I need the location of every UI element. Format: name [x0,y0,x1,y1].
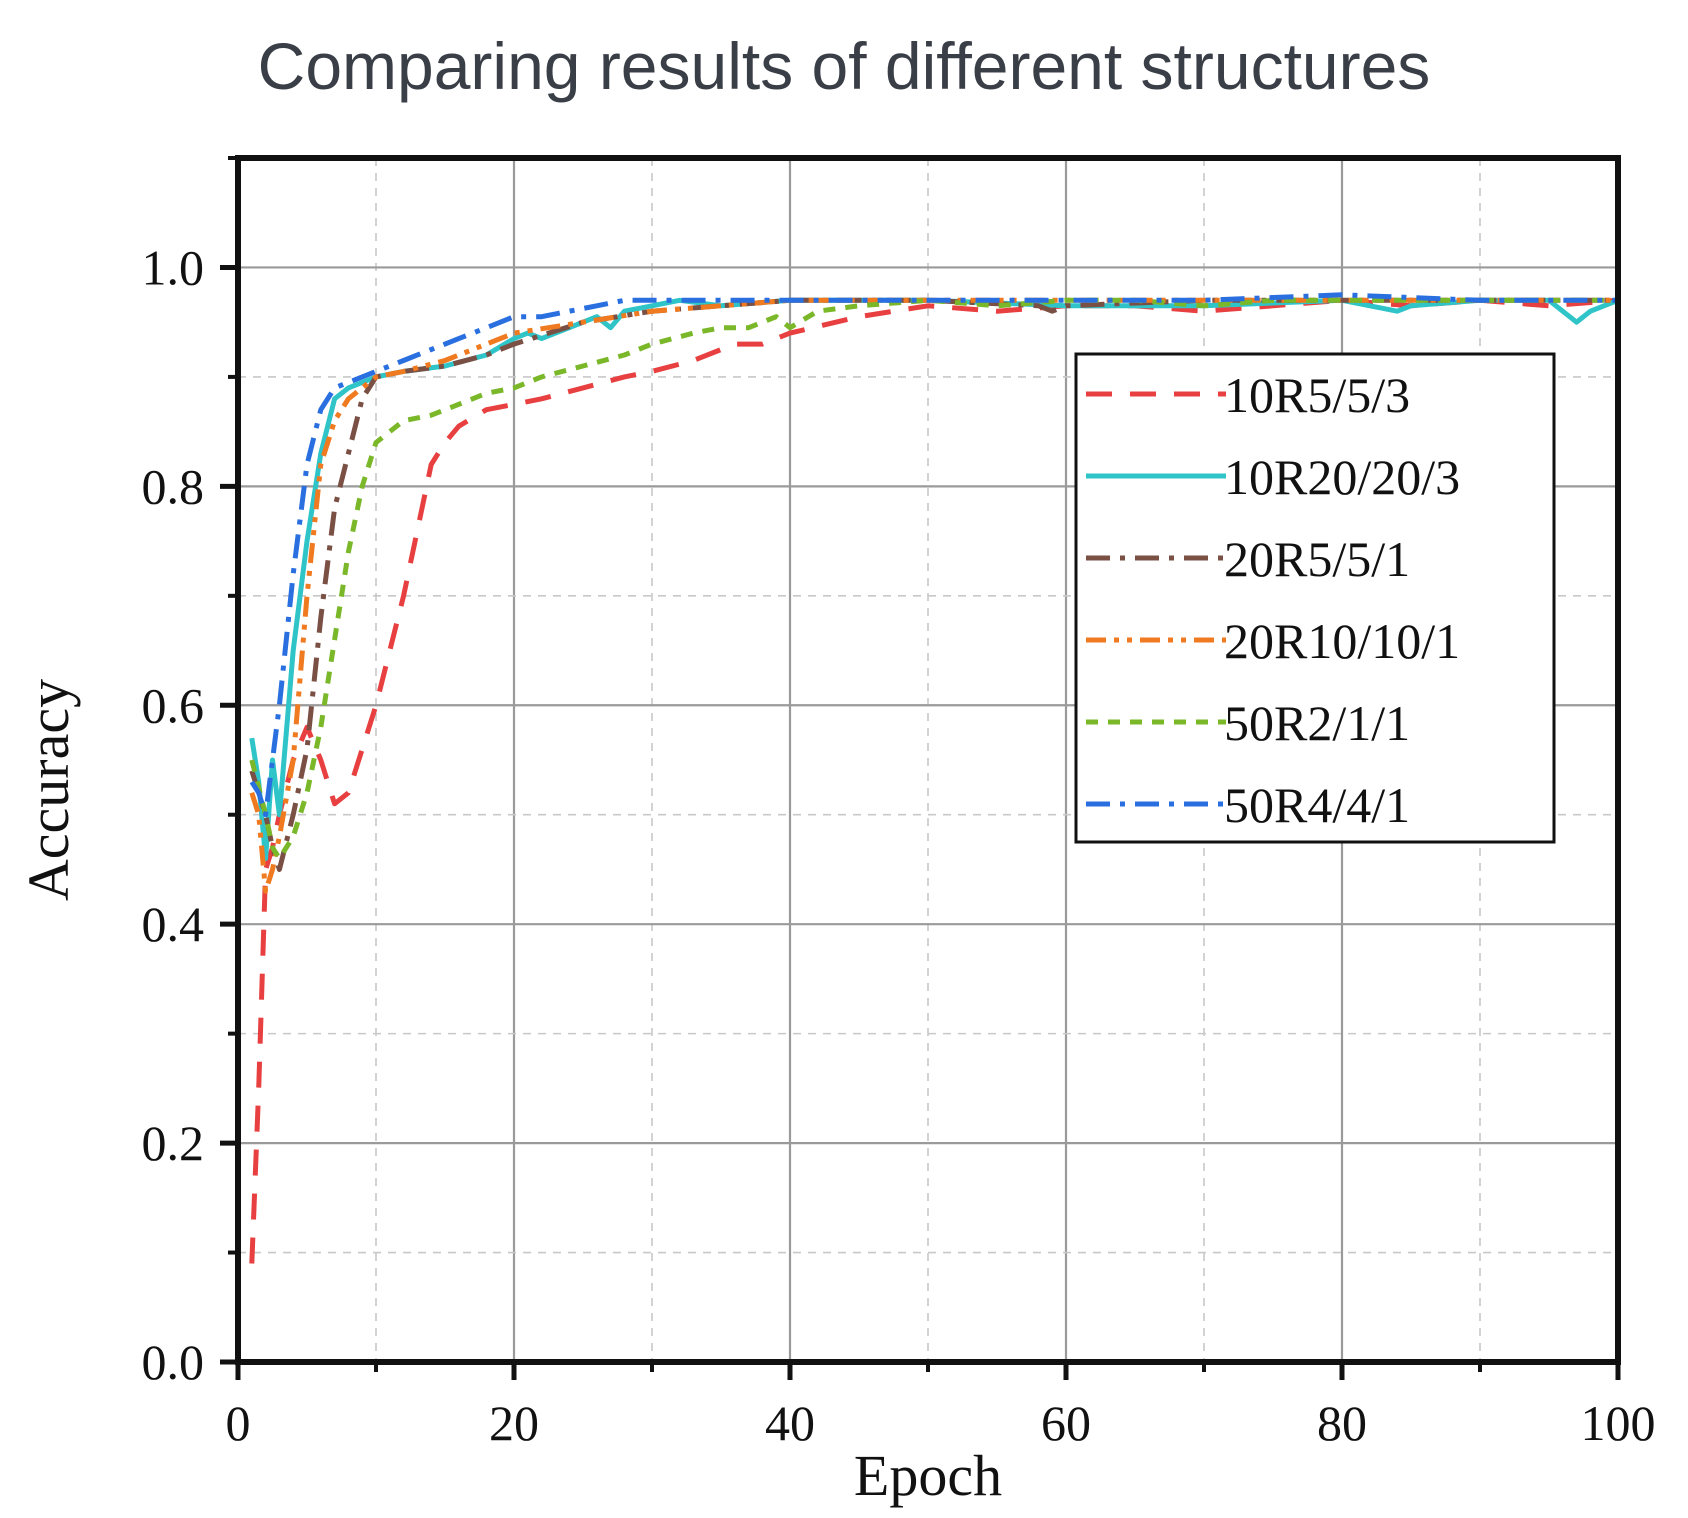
chart-title: Comparing results of different structure… [257,29,1431,103]
x-axis-title: Epoch [854,1443,1002,1508]
series-line-5 [249,297,1618,861]
x-tick-label: 100 [1581,1395,1656,1451]
legend-label-5: 50R2/1/1 [1224,695,1410,751]
series-line-3 [249,297,1618,872]
y-tick-label: 0.2 [142,1115,205,1171]
series-layer [249,292,1619,1264]
legend-label-2: 10R20/20/3 [1224,449,1460,505]
legend-label-4: 20R10/10/1 [1224,613,1460,669]
legend: 10R5/5/3 10R20/20/3 20R5/5/1 20R10/10/1 50R2… [1074,352,1556,844]
x-tick-label: 40 [765,1395,815,1451]
y-tick-label: 1.0 [142,239,205,295]
x-tick-label: 60 [1041,1395,1091,1451]
y-axis-title: Accuracy [16,679,81,901]
x-tick-label: 80 [1317,1395,1367,1451]
legend-box [1074,352,1556,844]
y-tick-label: 0.0 [142,1334,205,1390]
legend-label-6: 50R4/4/1 [1224,777,1410,833]
x-tick-label: 0 [226,1395,251,1451]
y-tick-label: 0.8 [142,458,205,514]
legend-label-1: 10R5/5/3 [1224,367,1410,423]
y-tick-label: 0.6 [142,677,205,733]
series-line-1 [249,297,1619,1264]
legend-label-3: 20R5/5/1 [1224,531,1410,587]
y-tick-label: 0.4 [142,896,205,952]
series-line-6 [249,292,1618,818]
x-tick-label: 20 [489,1395,539,1451]
tick-layer: 0 20 40 60 80 100 0.0 0.2 0.4 0.6 0.8 1.0 [142,156,1656,1451]
